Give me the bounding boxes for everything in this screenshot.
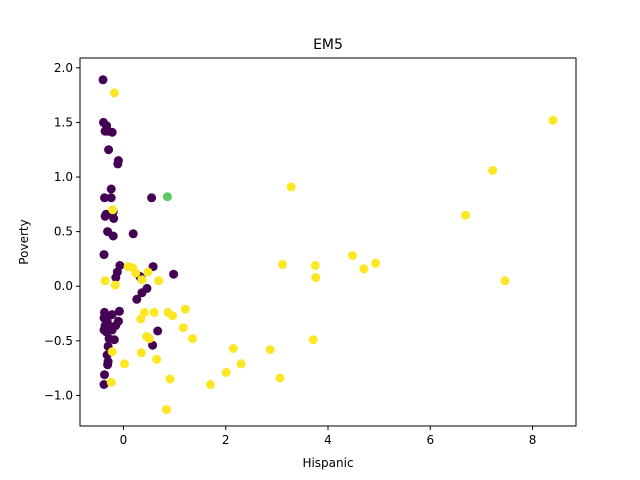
data-point — [348, 251, 357, 261]
data-point — [107, 325, 117, 335]
data-point — [161, 405, 171, 415]
y-tick-label: 1.5 — [54, 115, 73, 129]
y-axis: −1.0 −0.5 0.0 0.5 1.0 1.5 2.0 — [44, 61, 80, 402]
points-layer — [98, 75, 558, 415]
data-point — [359, 264, 369, 274]
data-point — [107, 127, 117, 137]
data-point — [188, 334, 197, 344]
data-point — [286, 182, 296, 192]
data-point — [180, 304, 190, 314]
data-point — [100, 370, 109, 380]
x-tick-label: 2 — [222, 433, 230, 447]
data-point — [100, 276, 110, 286]
data-point — [142, 283, 152, 293]
data-point — [106, 184, 116, 194]
data-point — [106, 193, 116, 203]
data-point — [236, 359, 246, 369]
data-point — [99, 380, 109, 389]
data-point — [308, 335, 318, 345]
x-tick-label: 4 — [324, 433, 332, 447]
data-point — [108, 231, 118, 241]
data-point — [114, 306, 124, 316]
data-point — [147, 193, 157, 203]
data-point — [111, 273, 121, 282]
x-tick-label: 0 — [120, 433, 128, 447]
data-point — [265, 345, 275, 355]
data-point — [107, 310, 117, 320]
data-point — [162, 192, 172, 202]
data-point — [278, 259, 287, 269]
y-tick-label: −0.5 — [44, 334, 73, 348]
data-point — [149, 307, 159, 317]
data-point — [106, 377, 116, 387]
data-point — [109, 335, 119, 345]
y-tick-label: 1.0 — [54, 170, 73, 184]
data-point — [109, 88, 119, 98]
data-point — [137, 275, 147, 285]
y-tick-label: 2.0 — [54, 61, 73, 75]
data-point — [132, 294, 142, 304]
data-point — [100, 193, 109, 203]
y-axis-label: Poverty — [17, 219, 31, 264]
data-point — [153, 326, 163, 336]
data-point — [311, 273, 321, 282]
data-point — [169, 269, 179, 279]
data-point — [488, 166, 498, 175]
data-point — [205, 380, 215, 389]
data-point — [548, 115, 558, 125]
data-point — [109, 214, 119, 223]
data-point — [110, 280, 120, 290]
data-point — [99, 250, 109, 260]
data-point — [120, 359, 129, 369]
x-tick-label: 8 — [529, 433, 537, 447]
data-point — [461, 210, 471, 220]
data-point — [154, 276, 164, 286]
data-point — [145, 334, 154, 344]
chart-title: EM5 — [313, 37, 343, 53]
data-point — [310, 261, 320, 270]
data-point — [275, 373, 285, 383]
data-point — [168, 311, 178, 321]
data-point — [228, 344, 238, 353]
data-point — [136, 348, 146, 358]
y-tick-label: −1.0 — [44, 388, 73, 402]
data-point — [108, 205, 118, 215]
x-tick-label: 6 — [426, 433, 434, 447]
y-tick-label: 0.0 — [54, 279, 73, 293]
data-point — [131, 268, 141, 278]
data-point — [143, 267, 153, 277]
data-point — [178, 323, 188, 333]
data-point — [165, 374, 175, 384]
data-point — [139, 307, 149, 317]
data-point — [104, 145, 114, 155]
x-axis-label: Hispanic — [302, 456, 353, 470]
data-point — [113, 159, 123, 169]
data-point — [100, 211, 110, 221]
data-point — [107, 347, 117, 357]
y-tick-label: 0.5 — [54, 225, 73, 239]
data-point — [152, 354, 162, 364]
data-point — [98, 75, 108, 85]
data-point — [136, 314, 146, 324]
data-point — [128, 229, 138, 239]
data-point — [221, 368, 231, 377]
data-point — [103, 360, 113, 370]
data-point — [371, 258, 381, 268]
data-point — [500, 276, 510, 286]
x-axis: 0 2 4 6 8 — [120, 426, 537, 447]
